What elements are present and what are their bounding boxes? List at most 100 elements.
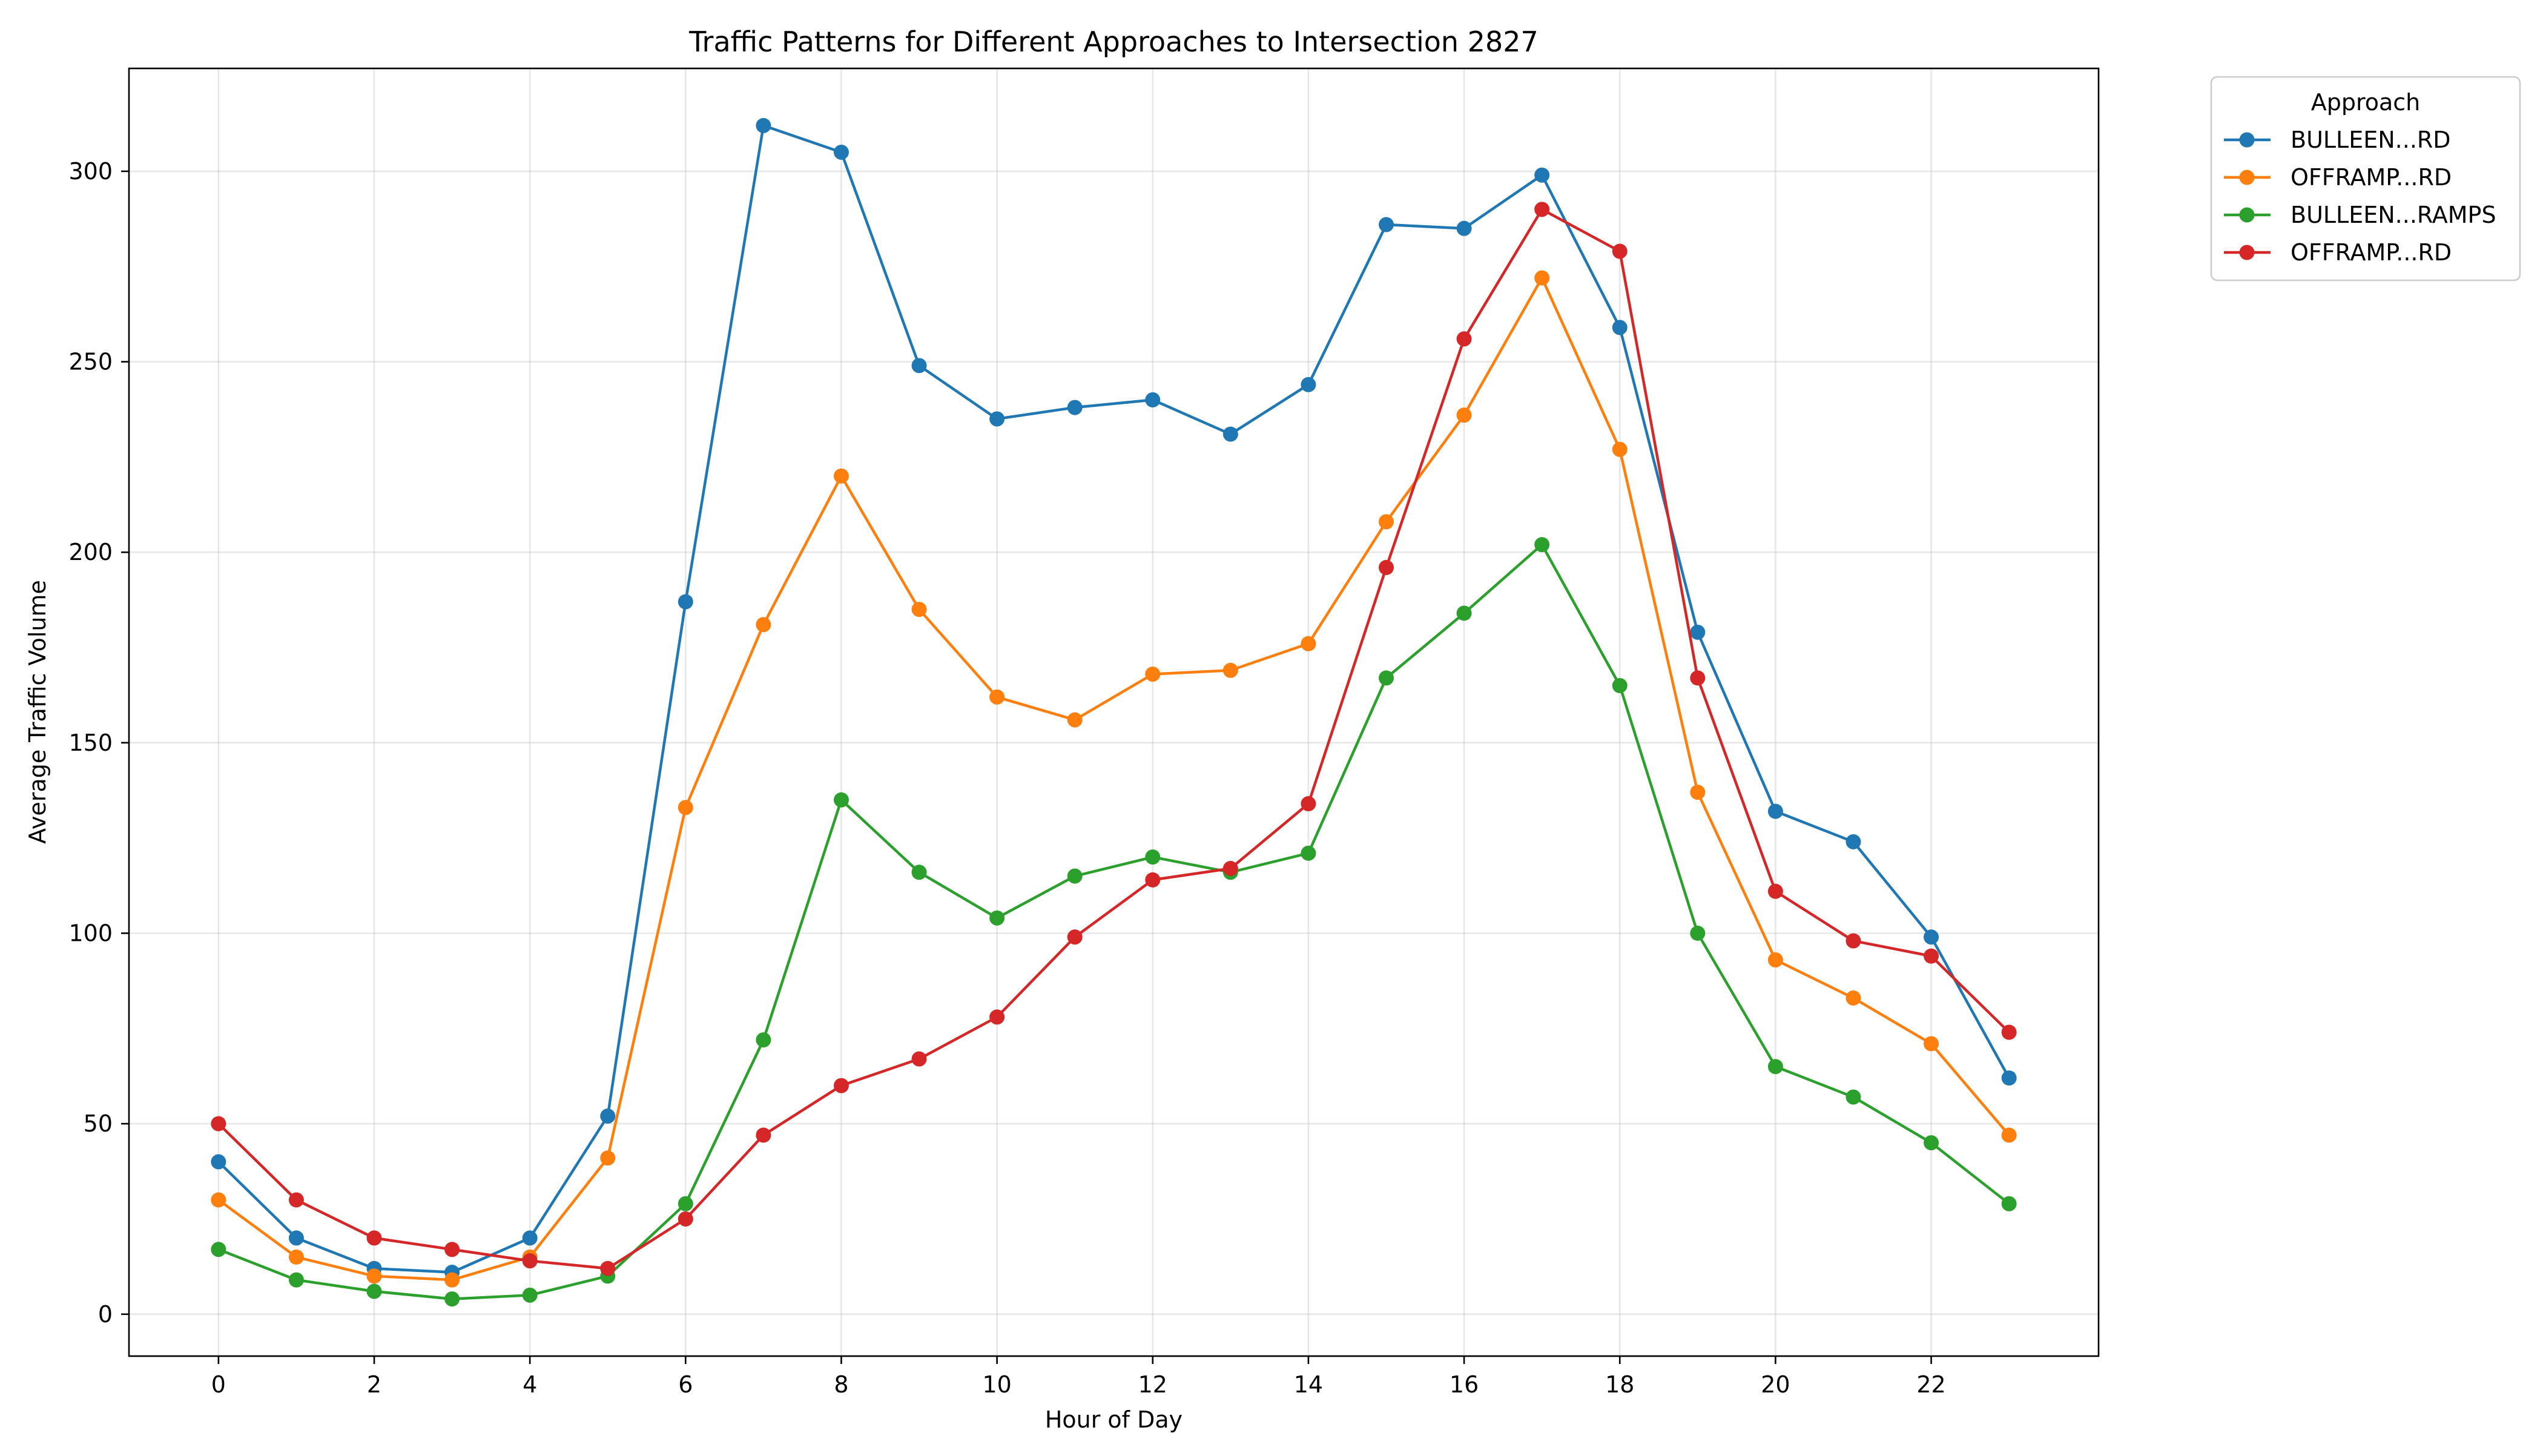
data-point — [1767, 803, 1783, 819]
y-tick-label: 100 — [68, 920, 113, 946]
data-point — [1301, 377, 1316, 392]
data-point — [1379, 670, 1394, 686]
data-point — [600, 1150, 616, 1166]
data-point — [756, 117, 771, 133]
data-point — [522, 1230, 538, 1246]
data-point — [1067, 400, 1083, 415]
x-axis-label: Hour of Day — [1045, 1406, 1182, 1433]
data-point — [756, 617, 771, 633]
data-point — [1067, 868, 1083, 884]
x-tick-label: 4 — [523, 1371, 537, 1398]
series-2 — [211, 270, 2017, 1288]
data-point — [1145, 667, 1161, 682]
data-point — [366, 1283, 382, 1299]
series-line — [217, 276, 2011, 1282]
x-tick-label: 8 — [834, 1371, 848, 1398]
data-point — [1845, 1089, 1861, 1105]
x-tick-label: 14 — [1294, 1371, 1323, 1398]
legend-label: OFFRAMP...RD — [2291, 239, 2452, 266]
data-point — [678, 594, 693, 610]
data-point — [1534, 270, 1550, 286]
legend-marker — [2239, 132, 2255, 148]
data-point — [1067, 712, 1083, 728]
legend-label: OFFRAMP...RD — [2291, 164, 2452, 191]
data-point — [1456, 331, 1472, 347]
series-line — [217, 124, 2011, 1274]
data-point — [1924, 929, 1939, 945]
data-point — [1145, 849, 1161, 865]
legend-marker — [2239, 207, 2255, 223]
data-point — [989, 1009, 1005, 1025]
data-point — [522, 1287, 538, 1303]
data-point — [1301, 845, 1316, 861]
grid — [129, 68, 2099, 1356]
legend-item: BULLEEN...RD — [2224, 127, 2451, 153]
data-point — [1379, 559, 1394, 575]
x-tick-label: 18 — [1605, 1371, 1634, 1398]
data-point — [1534, 167, 1550, 183]
x-tick-label: 16 — [1450, 1371, 1479, 1398]
data-point — [1767, 1059, 1783, 1075]
data-point — [989, 411, 1005, 427]
data-point — [1690, 670, 1706, 686]
data-point — [1924, 1135, 1939, 1151]
series-layer — [211, 117, 2017, 1307]
data-point — [989, 910, 1005, 926]
data-point — [678, 1196, 693, 1211]
data-point — [288, 1230, 304, 1246]
data-point — [833, 1078, 849, 1093]
data-point — [600, 1108, 616, 1124]
data-point — [1145, 872, 1161, 888]
data-point — [833, 468, 849, 484]
data-point — [1379, 217, 1394, 232]
y-tick-label: 0 — [98, 1301, 113, 1328]
x-tick-label: 6 — [678, 1371, 693, 1398]
x-tick-label: 10 — [982, 1371, 1011, 1398]
data-point — [2001, 1127, 2017, 1143]
data-point — [1612, 677, 1628, 693]
x-tick-label: 12 — [1138, 1371, 1167, 1398]
data-point — [911, 1051, 927, 1067]
data-point — [1145, 392, 1161, 407]
series-line — [217, 208, 2011, 1270]
data-point — [1222, 426, 1238, 442]
data-point — [1767, 883, 1783, 899]
data-point — [2001, 1024, 2017, 1040]
y-tick-label: 300 — [68, 158, 113, 185]
data-point — [1456, 220, 1472, 236]
data-point — [911, 602, 927, 618]
data-point — [756, 1127, 771, 1143]
data-point — [2001, 1196, 2017, 1211]
legend-item: OFFRAMP...RD — [2224, 239, 2452, 266]
data-point — [678, 1211, 693, 1227]
data-point — [1612, 320, 1628, 335]
legend-box — [2210, 76, 2521, 282]
data-point — [1924, 1036, 1939, 1052]
data-point — [211, 1154, 226, 1170]
x-tick-label: 22 — [1916, 1371, 1945, 1398]
legend-item: OFFRAMP...RD — [2224, 164, 2452, 191]
data-point — [756, 1032, 771, 1048]
data-point — [1690, 925, 1706, 941]
data-point — [1222, 662, 1238, 678]
data-point — [1612, 441, 1628, 457]
legend-marker — [2239, 245, 2255, 260]
data-point — [522, 1253, 538, 1269]
series-3 — [211, 537, 2017, 1307]
y-tick-label: 250 — [68, 349, 113, 375]
y-axis-label: Average Traffic Volume — [24, 580, 51, 844]
data-point — [911, 865, 927, 880]
data-point — [1845, 834, 1861, 849]
data-point — [211, 1242, 226, 1257]
data-point — [1379, 514, 1394, 530]
data-point — [1690, 785, 1706, 800]
data-point — [444, 1291, 460, 1307]
legend: Approach BULLEEN...RDOFFRAMP...RDBULLEEN… — [2210, 76, 2521, 282]
data-point — [1456, 605, 1472, 621]
y-tick-label: 50 — [84, 1110, 113, 1137]
data-point — [211, 1116, 226, 1132]
data-point — [1456, 407, 1472, 423]
